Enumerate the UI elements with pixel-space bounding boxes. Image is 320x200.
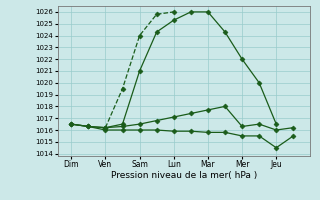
X-axis label: Pression niveau de la mer( hPa ): Pression niveau de la mer( hPa ) xyxy=(111,171,257,180)
